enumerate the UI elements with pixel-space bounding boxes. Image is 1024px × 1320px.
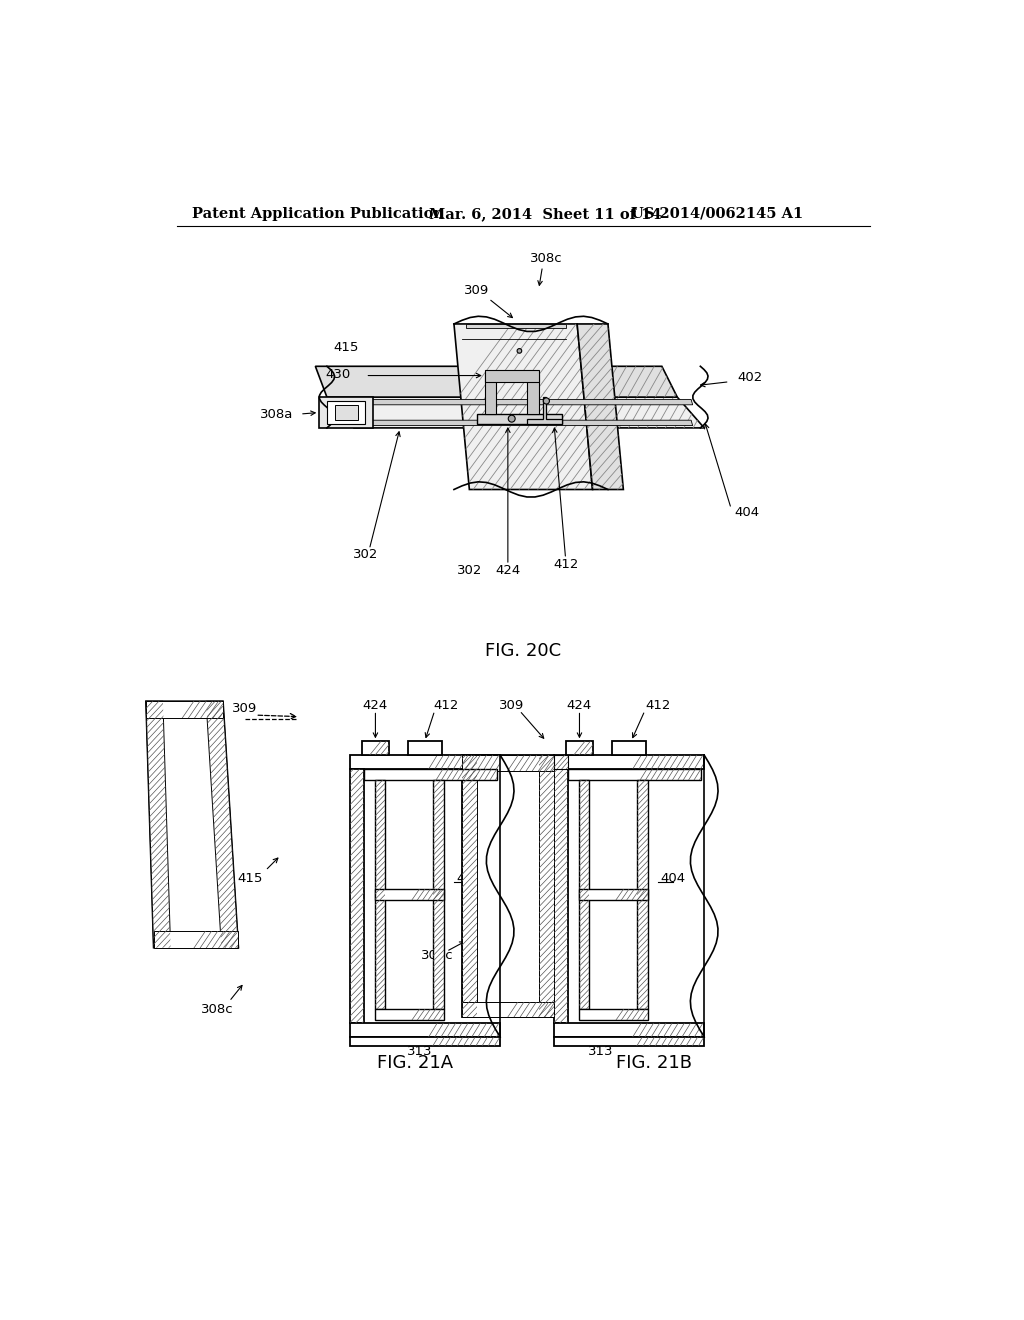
Text: 412: 412 — [645, 698, 671, 711]
Text: 308c: 308c — [530, 252, 562, 265]
Text: 412: 412 — [433, 698, 459, 711]
Polygon shape — [433, 780, 444, 1010]
Text: Patent Application Publication: Patent Application Publication — [193, 207, 444, 220]
Polygon shape — [146, 701, 223, 718]
Polygon shape — [462, 1002, 554, 1016]
Text: 430: 430 — [326, 367, 351, 380]
Text: Mar. 6, 2014  Sheet 11 of 14: Mar. 6, 2014 Sheet 11 of 14 — [429, 207, 662, 220]
Polygon shape — [375, 780, 385, 1010]
Polygon shape — [637, 780, 648, 1010]
Polygon shape — [466, 323, 565, 327]
Text: 309: 309 — [499, 698, 524, 711]
Polygon shape — [146, 701, 171, 948]
Polygon shape — [579, 890, 648, 900]
Polygon shape — [315, 367, 677, 397]
Polygon shape — [364, 770, 497, 780]
Polygon shape — [484, 374, 497, 414]
Text: 308a: 308a — [260, 408, 294, 421]
Text: 404: 404 — [457, 871, 482, 884]
Polygon shape — [579, 780, 590, 1010]
Text: FIG. 21B: FIG. 21B — [616, 1055, 692, 1072]
Polygon shape — [350, 755, 500, 770]
Circle shape — [517, 348, 521, 354]
Text: FIG. 20C: FIG. 20C — [485, 643, 561, 660]
Circle shape — [508, 416, 515, 422]
Polygon shape — [578, 323, 624, 490]
Text: 402: 402 — [737, 371, 763, 384]
Polygon shape — [568, 770, 701, 780]
Polygon shape — [361, 742, 388, 755]
Polygon shape — [477, 414, 562, 424]
Polygon shape — [484, 370, 539, 381]
Polygon shape — [335, 405, 357, 420]
Polygon shape — [408, 742, 442, 755]
Polygon shape — [361, 420, 692, 425]
Polygon shape — [527, 374, 539, 414]
Polygon shape — [350, 770, 364, 1023]
Text: 313: 313 — [407, 1045, 432, 1059]
Circle shape — [544, 397, 550, 404]
Polygon shape — [527, 397, 562, 424]
Polygon shape — [462, 755, 477, 1016]
Polygon shape — [611, 742, 646, 755]
Polygon shape — [375, 1010, 444, 1020]
Text: 415: 415 — [334, 341, 358, 354]
Polygon shape — [154, 931, 239, 948]
Polygon shape — [361, 400, 692, 405]
Polygon shape — [539, 755, 554, 1016]
Text: 309: 309 — [231, 702, 257, 715]
Text: 424: 424 — [362, 698, 388, 711]
Polygon shape — [454, 323, 593, 490]
Polygon shape — [565, 742, 593, 755]
Polygon shape — [554, 755, 568, 770]
Polygon shape — [554, 1023, 705, 1038]
Polygon shape — [206, 701, 239, 948]
Polygon shape — [554, 755, 705, 770]
Text: 415: 415 — [238, 871, 262, 884]
Text: 308c: 308c — [421, 949, 454, 962]
Text: 313: 313 — [588, 1045, 613, 1059]
Polygon shape — [462, 755, 554, 771]
Polygon shape — [350, 1038, 500, 1047]
Text: 302: 302 — [457, 564, 482, 577]
Text: 302: 302 — [352, 548, 378, 561]
Polygon shape — [327, 401, 366, 424]
Polygon shape — [462, 755, 554, 1016]
Text: FIG. 21A: FIG. 21A — [378, 1055, 454, 1072]
Text: 412: 412 — [553, 558, 579, 572]
Text: 308c: 308c — [202, 1003, 233, 1016]
Polygon shape — [146, 701, 239, 948]
Polygon shape — [350, 1023, 500, 1038]
Text: 309: 309 — [465, 284, 489, 297]
Polygon shape — [554, 770, 568, 1023]
Text: 404: 404 — [660, 871, 686, 884]
Text: 404: 404 — [734, 506, 759, 519]
Text: 424: 424 — [496, 564, 520, 577]
Polygon shape — [375, 890, 444, 900]
Polygon shape — [319, 397, 373, 428]
Polygon shape — [579, 1010, 648, 1020]
Polygon shape — [327, 397, 705, 428]
Text: 424: 424 — [567, 698, 592, 711]
Text: US 2014/0062145 A1: US 2014/0062145 A1 — [631, 207, 803, 220]
Polygon shape — [554, 1038, 705, 1047]
